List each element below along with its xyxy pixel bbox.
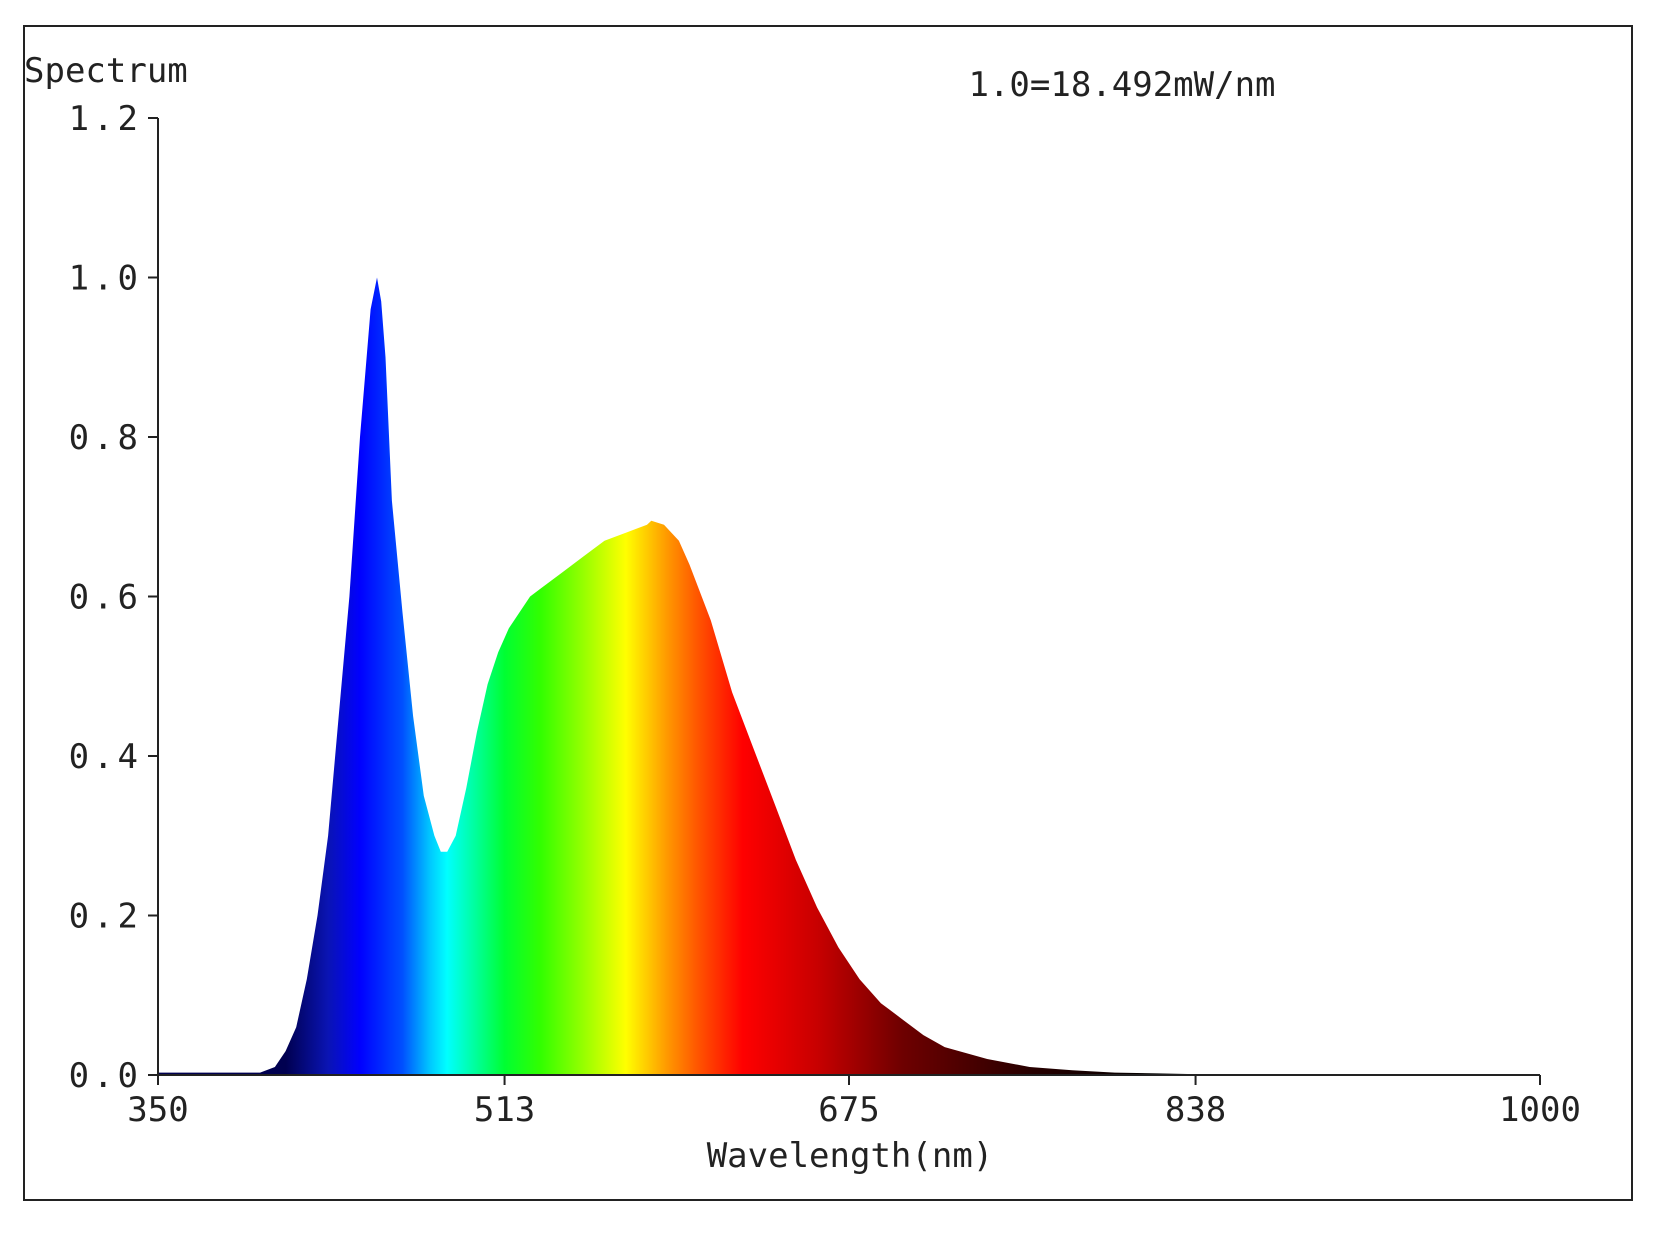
- y-axis-ticks: 0.0 0.2 0.4 0.6 0.8 1.0 1.2: [69, 99, 158, 1096]
- y-tick-label: 0.6: [69, 578, 142, 618]
- x-tick-label: 1000: [1499, 1090, 1581, 1130]
- spectrum-series-area: [158, 277, 1540, 1075]
- y-tick-label: 0.0: [69, 1056, 142, 1096]
- x-tick-label: 675: [818, 1090, 879, 1130]
- chart-frame: [23, 25, 1633, 1201]
- y-tick-label: 1.2: [69, 99, 142, 139]
- x-axis-ticks: 350 513 675 838 1000: [127, 1075, 1581, 1130]
- x-tick-label: 513: [474, 1090, 535, 1130]
- chart-title: Spectrum: [24, 51, 188, 91]
- x-tick-label: 838: [1165, 1090, 1226, 1130]
- x-tick-label: 350: [127, 1090, 188, 1130]
- y-tick-label: 0.4: [69, 737, 142, 777]
- y-tick-label: 0.2: [69, 897, 142, 937]
- y-tick-label: 0.8: [69, 418, 142, 458]
- y-tick-label: 1.0: [69, 259, 142, 299]
- x-axis-label: Wavelength(nm): [707, 1136, 994, 1176]
- scale-annotation: 1.0=18.492mW/nm: [968, 65, 1275, 105]
